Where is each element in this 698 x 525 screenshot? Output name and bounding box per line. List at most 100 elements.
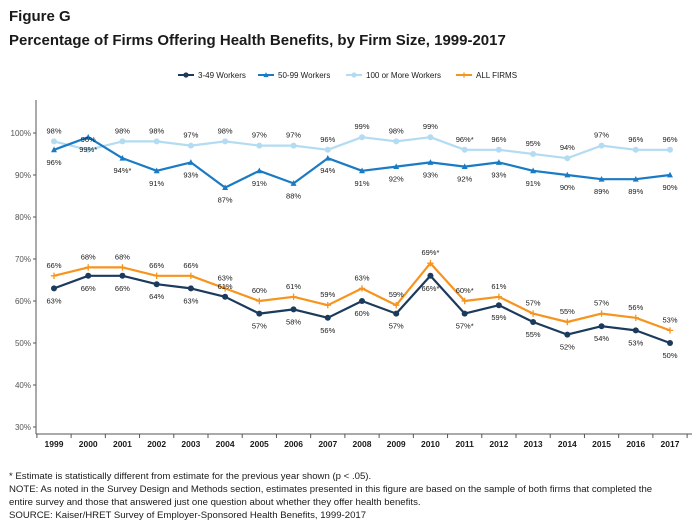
footnotes: * Estimate is statistically different fr… xyxy=(9,470,689,522)
x-tick-label: 2003 xyxy=(181,439,200,449)
footnote-note-line1: NOTE: As noted in the Survey Design and … xyxy=(9,484,653,495)
data-label-all-firms: 59% xyxy=(320,290,335,299)
data-point-100-or-more-workers xyxy=(393,138,400,145)
data-point-all-firms xyxy=(495,293,503,300)
data-point-100-or-more-workers xyxy=(290,142,297,149)
data-label-all-firms: 63% xyxy=(354,273,369,282)
data-label-50-99-workers: 88% xyxy=(286,191,301,200)
data-label-3-49-workers: 55% xyxy=(526,330,541,339)
x-tick-label: 1999 xyxy=(45,439,64,449)
data-label-100-or-more-workers: 97% xyxy=(286,131,301,140)
data-point-100-or-more-workers xyxy=(153,138,160,145)
data-label-100-or-more-workers: 96%* xyxy=(456,135,474,144)
data-point-50-99-workers xyxy=(290,180,297,186)
data-point-all-firms xyxy=(290,293,297,300)
data-point-100-or-more-workers xyxy=(119,138,126,145)
legend-label-50-99-workers: 50-99 Workers xyxy=(278,71,330,80)
data-point-50-99-workers xyxy=(256,167,263,174)
data-label-50-99-workers: 89% xyxy=(594,187,609,196)
y-tick-label: 100% xyxy=(11,129,31,138)
data-label-3-49-workers: 58% xyxy=(286,317,301,326)
x-tick-label: 2009 xyxy=(387,439,406,449)
data-label-3-49-workers: 56% xyxy=(320,326,335,335)
data-point-all-firms xyxy=(427,260,434,267)
legend-marker-100-or-more-workers xyxy=(351,72,357,78)
data-label-3-49-workers: 50% xyxy=(662,351,677,360)
y-tick-label: 40% xyxy=(15,381,31,390)
data-point-100-or-more-workers xyxy=(187,142,194,149)
data-point-all-firms xyxy=(393,302,400,309)
y-tick-label: 50% xyxy=(15,339,31,348)
data-label-100-or-more-workers: 97% xyxy=(594,131,609,140)
y-tick-label: 70% xyxy=(15,255,31,264)
data-point-50-99-workers xyxy=(85,133,92,140)
data-point-3-49-workers xyxy=(495,302,502,309)
data-label-all-firms: 53% xyxy=(662,315,677,324)
data-point-all-firms xyxy=(632,314,639,321)
legend-marker-3-49-workers xyxy=(183,72,189,78)
data-point-3-49-workers xyxy=(632,327,639,334)
data-label-100-or-more-workers: 96% xyxy=(662,135,677,144)
data-label-50-99-workers: 94%* xyxy=(113,166,131,175)
data-point-50-99-workers xyxy=(667,171,673,178)
data-point-3-49-workers xyxy=(667,340,673,346)
x-tick-label: 2014 xyxy=(558,439,577,449)
data-point-100-or-more-workers xyxy=(85,146,92,153)
data-label-100-or-more-workers: 98% xyxy=(149,126,164,135)
data-label-3-49-workers: 54% xyxy=(594,334,609,343)
data-label-3-49-workers: 61% xyxy=(218,282,233,291)
data-point-all-firms xyxy=(529,310,537,317)
y-tick-label: 60% xyxy=(15,297,31,306)
data-label-100-or-more-workers: 96% xyxy=(628,135,643,144)
footnote-significance: * Estimate is statistically different fr… xyxy=(9,471,372,482)
data-label-all-firms: 68% xyxy=(115,252,130,261)
data-point-all-firms xyxy=(221,285,229,292)
data-point-100-or-more-workers xyxy=(461,146,468,153)
x-tick-label: 2000 xyxy=(79,439,98,449)
data-label-3-49-workers: 66% xyxy=(115,284,130,293)
data-label-3-49-workers: 57%* xyxy=(456,322,474,331)
data-label-100-or-more-workers: 96% xyxy=(320,135,335,144)
data-label-3-49-workers: 64% xyxy=(149,292,164,301)
data-point-all-firms xyxy=(358,285,366,292)
data-label-100-or-more-workers: 97% xyxy=(252,131,267,140)
data-label-all-firms: 55% xyxy=(560,307,575,316)
x-tick-label: 2006 xyxy=(284,439,303,449)
data-label-3-49-workers: 52% xyxy=(560,343,575,352)
x-tick-label: 2010 xyxy=(421,439,440,449)
data-point-3-49-workers xyxy=(51,285,57,292)
data-label-100-or-more-workers: 96% xyxy=(81,135,96,144)
data-point-100-or-more-workers xyxy=(324,146,331,153)
x-tick-label: 2012 xyxy=(489,439,508,449)
data-label-50-99-workers: 91% xyxy=(252,179,267,188)
legend-label-all-firms: ALL FIRMS xyxy=(476,71,517,80)
data-point-50-99-workers xyxy=(187,159,194,165)
x-tick-label: 2005 xyxy=(250,439,269,449)
data-label-3-49-workers: 63% xyxy=(183,296,198,305)
data-point-3-49-workers xyxy=(461,310,468,317)
data-label-50-99-workers: 93% xyxy=(423,170,438,179)
data-point-3-49-workers xyxy=(427,272,434,279)
data-label-50-99-workers: 92% xyxy=(457,175,472,184)
data-point-3-49-workers xyxy=(393,310,400,317)
x-tick-label: 2016 xyxy=(626,439,645,449)
data-label-all-firms: 69%* xyxy=(421,248,439,257)
data-label-100-or-more-workers: 94% xyxy=(560,143,575,152)
data-point-100-or-more-workers xyxy=(667,146,673,153)
data-point-50-99-workers xyxy=(324,154,331,161)
data-point-50-99-workers xyxy=(427,159,434,165)
data-label-50-99-workers: 96% xyxy=(46,158,61,167)
footnote-source: SOURCE: Kaiser/HRET Survey of Employer-S… xyxy=(9,510,367,521)
data-label-all-firms: 61% xyxy=(491,282,506,291)
data-point-50-99-workers xyxy=(564,171,571,178)
data-point-3-49-workers xyxy=(222,293,229,300)
data-point-all-firms xyxy=(187,272,195,279)
data-label-all-firms: 61% xyxy=(286,282,301,291)
data-label-50-99-workers: 91% xyxy=(354,179,369,188)
data-label-all-firms: 57% xyxy=(594,299,609,308)
x-tick-label: 2013 xyxy=(524,439,543,449)
figure-label: Figure G xyxy=(9,8,71,25)
data-point-50-99-workers xyxy=(632,175,639,182)
data-label-3-49-workers: 63% xyxy=(46,296,61,305)
data-point-3-49-workers xyxy=(153,281,160,288)
